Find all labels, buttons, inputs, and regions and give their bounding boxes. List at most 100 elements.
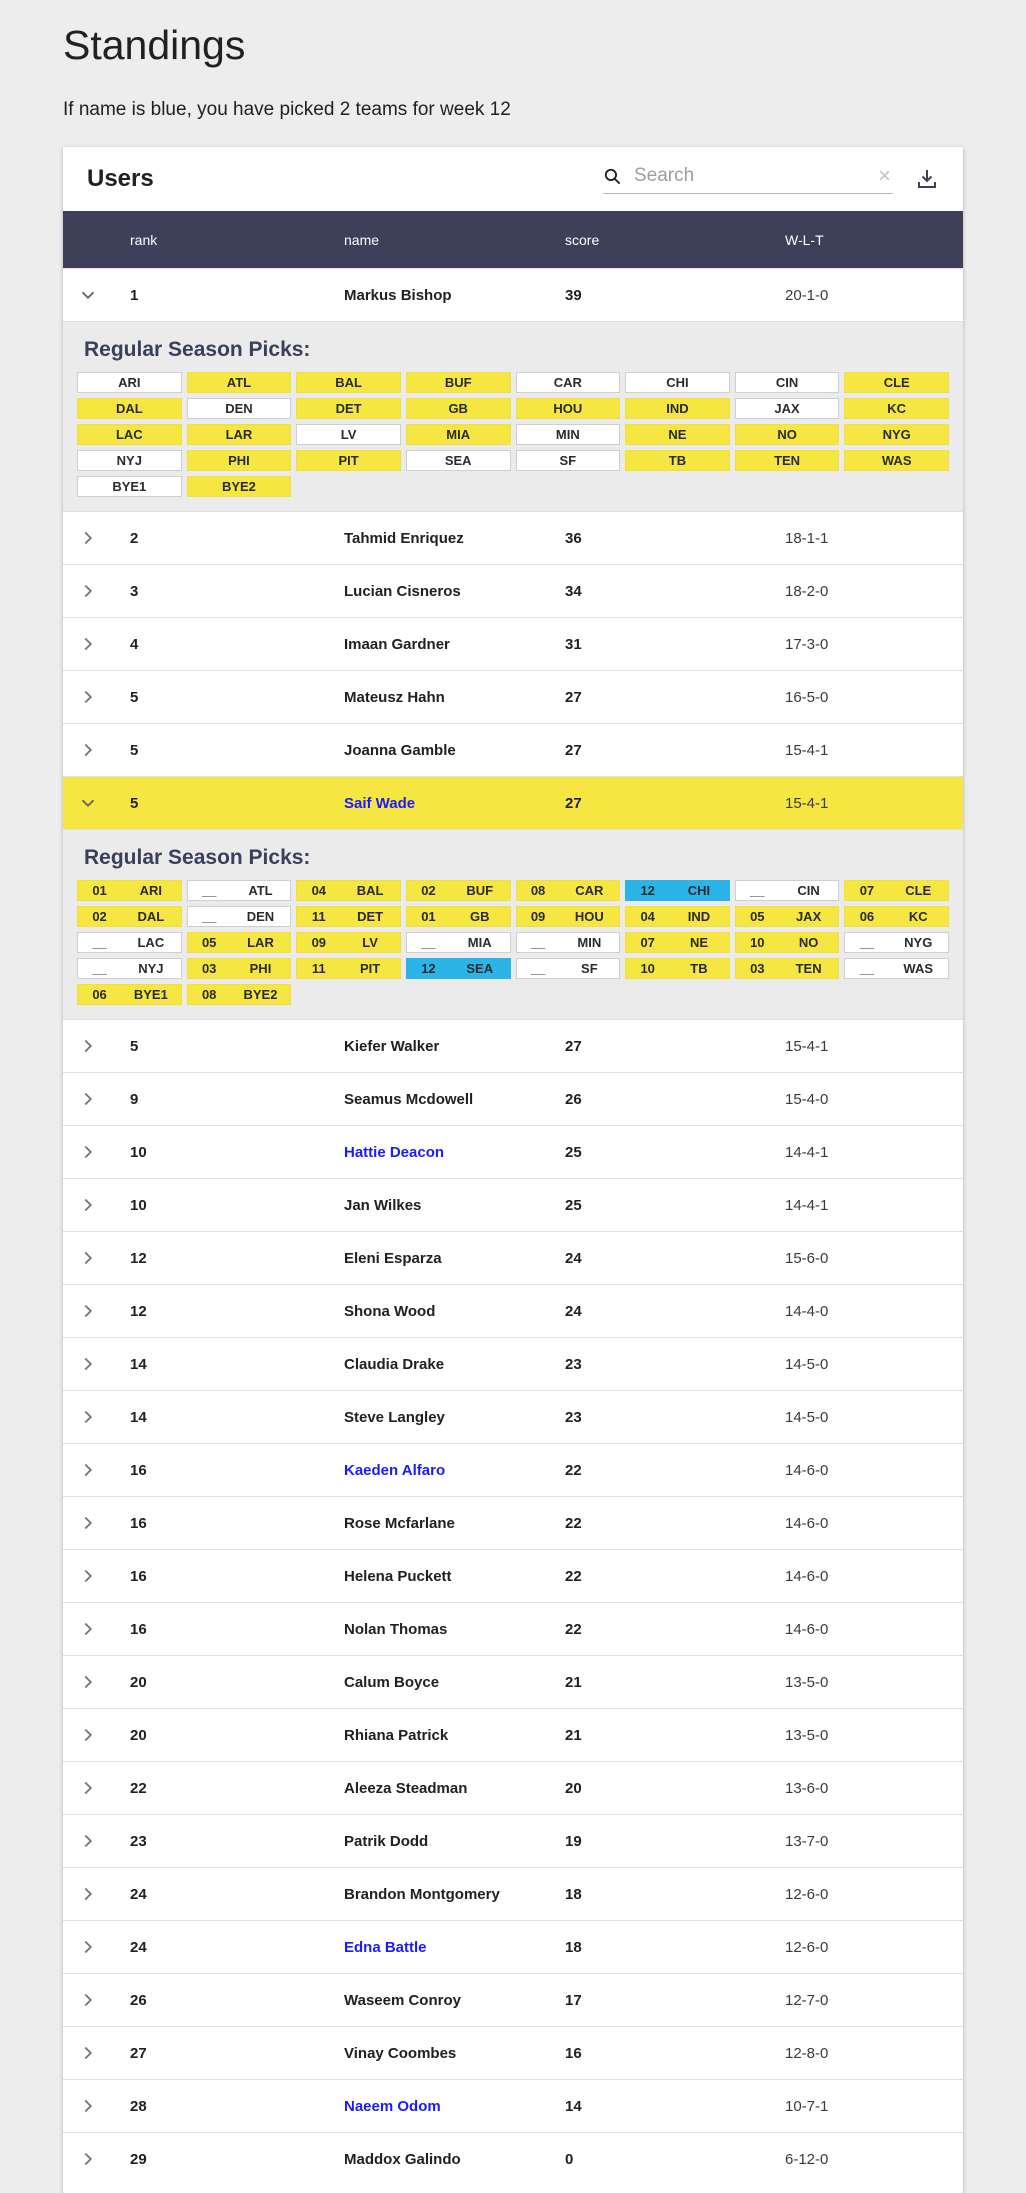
- table-row[interactable]: 16 Nolan Thomas 22 14-6-0: [63, 1602, 963, 1655]
- table-row[interactable]: 4 Imaan Gardner 31 17-3-0: [63, 617, 963, 670]
- pick-team: CHI: [687, 883, 711, 898]
- table-row[interactable]: 5 Kiefer Walker 27 15-4-1: [63, 1019, 963, 1072]
- table-row[interactable]: 28 Naeem Odom 14 10-7-1: [63, 2079, 963, 2132]
- pick-week: 09: [530, 909, 546, 924]
- chevron-right-icon[interactable]: [63, 1194, 130, 1216]
- chevron-right-icon[interactable]: [63, 1936, 130, 1958]
- search-box[interactable]: ×: [603, 164, 893, 194]
- wlt-cell: 18-1-1: [785, 529, 829, 547]
- header-score: score: [565, 231, 600, 248]
- pick-team: SEA: [444, 453, 472, 468]
- chevron-right-icon[interactable]: [63, 527, 130, 549]
- pick-team: DEN: [225, 401, 253, 416]
- chevron-right-icon[interactable]: [63, 1300, 130, 1322]
- download-button[interactable]: [915, 167, 939, 191]
- chevron-right-icon[interactable]: [63, 633, 130, 655]
- pick-chip: BUF: [405, 372, 511, 393]
- chevron-right-icon[interactable]: [63, 2042, 130, 2064]
- chevron-right-icon[interactable]: [63, 739, 130, 761]
- header-rank: rank: [130, 231, 158, 248]
- chevron-right-icon[interactable]: [63, 1618, 130, 1640]
- score-cell: 21: [565, 1673, 582, 1691]
- table-row[interactable]: 2 Tahmid Enriquez 36 18-1-1: [63, 511, 963, 564]
- table-row[interactable]: 20 Rhiana Patrick 21 13-5-0: [63, 1708, 963, 1761]
- score-cell: 27: [565, 794, 582, 812]
- table-row[interactable]: 24 Brandon Montgomery 18 12-6-0: [63, 1867, 963, 1920]
- table-row[interactable]: 10 Hattie Deacon 25 14-4-1: [63, 1125, 963, 1178]
- pick-week: __: [750, 883, 765, 898]
- chevron-right-icon[interactable]: [63, 1830, 130, 1852]
- pick-chip: 12 CHI: [625, 880, 730, 901]
- pick-chip: 09 HOU: [515, 906, 621, 927]
- table-row[interactable]: 1 Markus Bishop 39 20-1-0: [63, 268, 963, 321]
- table-row[interactable]: 14 Claudia Drake 23 14-5-0: [63, 1337, 963, 1390]
- chevron-right-icon[interactable]: [63, 2095, 130, 2117]
- chevron-right-icon[interactable]: [63, 1777, 130, 1799]
- rank-cell: 29: [130, 2150, 147, 2168]
- table-header: rank name score W-L-T: [63, 211, 963, 268]
- table-row[interactable]: 23 Patrik Dodd 19 13-7-0: [63, 1814, 963, 1867]
- chevron-right-icon[interactable]: [63, 580, 130, 602]
- table-row[interactable]: 14 Steve Langley 23 14-5-0: [63, 1390, 963, 1443]
- picks-label: Regular Season Picks:: [84, 846, 311, 869]
- chevron-right-icon[interactable]: [63, 686, 130, 708]
- table-row[interactable]: 5 Joanna Gamble 27 15-4-1: [63, 723, 963, 776]
- rank-cell: 2: [130, 529, 139, 547]
- pick-chip: LV: [296, 424, 401, 445]
- pick-chip: DET: [296, 398, 401, 419]
- chevron-right-icon[interactable]: [63, 1671, 130, 1693]
- chevron-right-icon[interactable]: [63, 1459, 130, 1481]
- pick-chip: 01 ARI: [77, 880, 182, 901]
- table-row[interactable]: 22 Aleeza Steadman 20 13-6-0: [63, 1761, 963, 1814]
- name-cell: Helena Puckett: [344, 1567, 452, 1585]
- chevron-right-icon[interactable]: [63, 1406, 130, 1428]
- table-row[interactable]: 10 Jan Wilkes 25 14-4-1: [63, 1178, 963, 1231]
- chevron-right-icon[interactable]: [63, 1565, 130, 1587]
- chevron-right-icon[interactable]: [63, 1724, 130, 1746]
- chevron-right-icon[interactable]: [63, 1353, 130, 1375]
- table-row[interactable]: 16 Kaeden Alfaro 22 14-6-0: [63, 1443, 963, 1496]
- chevron-right-icon[interactable]: [63, 1141, 130, 1163]
- chevron-right-icon[interactable]: [63, 1088, 130, 1110]
- table-row[interactable]: 24 Edna Battle 18 12-6-0: [63, 1920, 963, 1973]
- table-row[interactable]: 3 Lucian Cisneros 34 18-2-0: [63, 564, 963, 617]
- chevron-right-icon[interactable]: [63, 1247, 130, 1269]
- pick-team: MIA: [446, 427, 471, 442]
- pick-chip: CLE: [844, 372, 949, 393]
- pick-week: 12: [640, 883, 655, 898]
- chevron-right-icon[interactable]: [63, 1512, 130, 1534]
- table-row[interactable]: 29 Maddox Galindo 0 6-12-0: [63, 2132, 963, 2185]
- pick-week: 06: [92, 987, 107, 1002]
- table-row[interactable]: 26 Waseem Conroy 17 12-7-0: [63, 1973, 963, 2026]
- chevron-right-icon[interactable]: [63, 1035, 130, 1057]
- chevron-down-icon[interactable]: [63, 284, 130, 306]
- pick-chip: BAL: [296, 372, 401, 393]
- chevron-right-icon[interactable]: [63, 1883, 130, 1905]
- name-cell: Eleni Esparza: [344, 1249, 442, 1267]
- table-row[interactable]: 12 Shona Wood 24 14-4-0: [63, 1284, 963, 1337]
- wlt-cell: 15-4-0: [785, 1090, 829, 1108]
- pick-chip: MIA: [405, 424, 511, 445]
- score-cell: 18: [565, 1885, 582, 1903]
- table-row[interactable]: 9 Seamus Mcdowell 26 15-4-0: [63, 1072, 963, 1125]
- chevron-right-icon[interactable]: [63, 1989, 130, 2011]
- name-cell: Edna Battle: [344, 1938, 427, 1956]
- table-row[interactable]: 16 Helena Puckett 22 14-6-0: [63, 1549, 963, 1602]
- rank-cell: 22: [130, 1779, 147, 1797]
- clear-search-icon[interactable]: ×: [878, 163, 891, 188]
- table-row[interactable]: 5 Mateusz Hahn 27 16-5-0: [63, 670, 963, 723]
- pick-week: __: [859, 961, 875, 976]
- pick-team: IND: [687, 909, 711, 924]
- chevron-down-icon[interactable]: [63, 792, 130, 814]
- search-input[interactable]: [632, 164, 877, 188]
- table-row[interactable]: 16 Rose Mcfarlane 22 14-6-0: [63, 1496, 963, 1549]
- name-cell: Tahmid Enriquez: [344, 529, 464, 547]
- table-row[interactable]: 20 Calum Boyce 21 13-5-0: [63, 1655, 963, 1708]
- score-cell: 34: [565, 582, 582, 600]
- chevron-right-icon[interactable]: [63, 2148, 130, 2170]
- page-subtitle: If name is blue, you have picked 2 teams…: [63, 99, 511, 120]
- table-row[interactable]: 27 Vinay Coombes 16 12-8-0: [63, 2026, 963, 2079]
- pick-chip: WAS: [844, 450, 949, 471]
- table-row[interactable]: 12 Eleni Esparza 24 15-6-0: [63, 1231, 963, 1284]
- table-row[interactable]: 5 Saif Wade 27 15-4-1: [63, 776, 963, 829]
